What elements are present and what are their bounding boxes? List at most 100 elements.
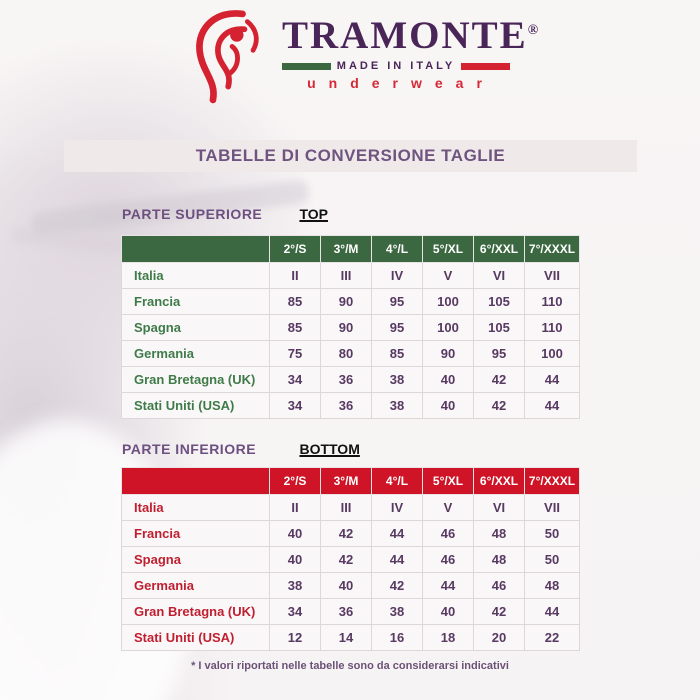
- size-value-cell: 22: [524, 624, 580, 651]
- table-row: Germania 38 40 42 44 46 48: [121, 572, 580, 599]
- size-value-cell: 44: [524, 366, 580, 393]
- size-value-cell: 38: [371, 392, 423, 419]
- logo-text-block: TRAMONTE® MADE IN ITALY underwear: [282, 8, 539, 91]
- size-value-cell: 42: [320, 520, 372, 547]
- size-value-cell: 40: [269, 520, 321, 547]
- size-value-cell: 46: [473, 572, 525, 599]
- size-value-cell: 48: [524, 572, 580, 599]
- size-value-cell: 110: [524, 288, 580, 315]
- table-row: Spagna 40 42 44 46 48 50: [121, 546, 580, 573]
- section-heading-english: BOTTOM: [299, 441, 360, 457]
- underwear-label: underwear: [307, 75, 495, 91]
- size-value-cell: 14: [320, 624, 372, 651]
- size-column-header: 6°/XXL: [473, 467, 525, 495]
- country-label: Spagna: [121, 546, 270, 573]
- size-value-cell: 36: [320, 366, 372, 393]
- size-value-cell: 85: [269, 288, 321, 315]
- table-row: Italia II III IV V VI VII: [121, 262, 580, 289]
- red-swirl-figure-icon: [196, 10, 259, 104]
- size-value-cell: 85: [371, 340, 423, 367]
- size-value-cell: 12: [269, 624, 321, 651]
- section-heading-italian: PARTE INFERIORE: [122, 441, 257, 457]
- size-value-cell: 40: [422, 366, 474, 393]
- size-value-cell: 95: [473, 340, 525, 367]
- table-row: Italia II III IV V VI VII: [121, 494, 580, 521]
- size-value-cell: 105: [473, 314, 525, 341]
- size-value-cell: 38: [371, 598, 423, 625]
- size-value-cell: III: [320, 262, 372, 289]
- size-value-cell: 100: [422, 314, 474, 341]
- corner-header-cell: [121, 467, 270, 495]
- size-value-cell: 100: [524, 340, 580, 367]
- size-value-cell: 46: [422, 546, 474, 573]
- table-row: Gran Bretagna (UK) 34 36 38 40 42 44: [121, 366, 580, 393]
- made-in-italy-label: MADE IN ITALY: [336, 60, 456, 72]
- country-label: Gran Bretagna (UK): [121, 598, 270, 625]
- size-column-header: 2°/S: [269, 235, 321, 263]
- table-row: Stati Uniti (USA) 34 36 38 40 42 44: [121, 392, 580, 419]
- size-value-cell: VI: [473, 262, 525, 289]
- size-column-header: 6°/XXL: [473, 235, 525, 263]
- registered-mark: ®: [527, 23, 539, 38]
- size-value-cell: 42: [473, 598, 525, 625]
- size-value-cell: V: [422, 494, 474, 521]
- corner-header-cell: [121, 235, 270, 263]
- size-value-cell: III: [320, 494, 372, 521]
- page-title-band: TABELLE DI CONVERSIONE TAGLIE: [64, 140, 637, 172]
- size-column-header: 3°/M: [320, 467, 372, 495]
- section-heading-bottom: PARTE INFERIORE BOTTOM: [122, 441, 360, 459]
- size-value-cell: 34: [269, 392, 321, 419]
- section-heading-italian: PARTE SUPERIORE: [122, 206, 263, 222]
- top-sizes-table: 2°/S 3°/M 4°/L 5°/XL 6°/XXL 7°/XXXL Italia II II…: [121, 235, 580, 419]
- size-value-cell: II: [269, 262, 321, 289]
- size-value-cell: 34: [269, 366, 321, 393]
- size-value-cell: 40: [320, 572, 372, 599]
- size-column-header: 5°/XL: [422, 467, 474, 495]
- size-value-cell: V: [422, 262, 474, 289]
- size-value-cell: 46: [422, 520, 474, 547]
- size-value-cell: 95: [371, 288, 423, 315]
- size-column-header: 2°/S: [269, 467, 321, 495]
- size-value-cell: 48: [473, 546, 525, 573]
- country-label: Stati Uniti (USA): [121, 624, 270, 651]
- size-value-cell: 50: [524, 520, 580, 547]
- size-value-cell: 100: [422, 288, 474, 315]
- size-value-cell: 40: [269, 546, 321, 573]
- size-value-cell: 16: [371, 624, 423, 651]
- brand-logo: TRAMONTE® MADE IN ITALY underwear: [190, 8, 539, 104]
- size-value-cell: 50: [524, 546, 580, 573]
- size-value-cell: VII: [524, 262, 580, 289]
- table-row: Francia 85 90 95 100 105 110: [121, 288, 580, 315]
- country-label: Germania: [121, 340, 270, 367]
- size-column-header: 3°/M: [320, 235, 372, 263]
- red-bar: [461, 62, 511, 70]
- size-value-cell: 75: [269, 340, 321, 367]
- page-title: TABELLE DI CONVERSIONE TAGLIE: [195, 146, 506, 165]
- size-value-cell: II: [269, 494, 321, 521]
- country-label: Francia: [121, 288, 270, 315]
- size-value-cell: IV: [371, 494, 423, 521]
- brand-wordmark: TRAMONTE®: [282, 14, 539, 57]
- size-value-cell: 90: [422, 340, 474, 367]
- size-value-cell: VII: [524, 494, 580, 521]
- size-value-cell: 105: [473, 288, 525, 315]
- table-row: Stati Uniti (USA) 12 14 16 18 20 22: [121, 624, 580, 651]
- country-label: Gran Bretagna (UK): [121, 366, 270, 393]
- table-row: Spagna 85 90 95 100 105 110: [121, 314, 580, 341]
- country-label: Stati Uniti (USA): [121, 392, 270, 419]
- size-value-cell: 95: [371, 314, 423, 341]
- size-value-cell: 90: [320, 288, 372, 315]
- country-label: Italia: [121, 262, 270, 289]
- table-row: Germania 75 80 85 90 95 100: [121, 340, 580, 367]
- size-value-cell: 38: [269, 572, 321, 599]
- footnote: * I valori riportati nelle tabelle sono …: [191, 660, 509, 672]
- size-value-cell: 44: [422, 572, 474, 599]
- size-column-header: 7°/XXXL: [524, 235, 580, 263]
- table-row: Francia 40 42 44 46 48 50: [121, 520, 580, 547]
- size-column-header: 5°/XL: [422, 235, 474, 263]
- size-value-cell: 42: [371, 572, 423, 599]
- header-row: 2°/S 3°/M 4°/L 5°/XL 6°/XXL 7°/XXXL: [121, 467, 580, 495]
- size-value-cell: 40: [422, 392, 474, 419]
- size-column-header: 4°/L: [371, 467, 423, 495]
- size-value-cell: 44: [371, 520, 423, 547]
